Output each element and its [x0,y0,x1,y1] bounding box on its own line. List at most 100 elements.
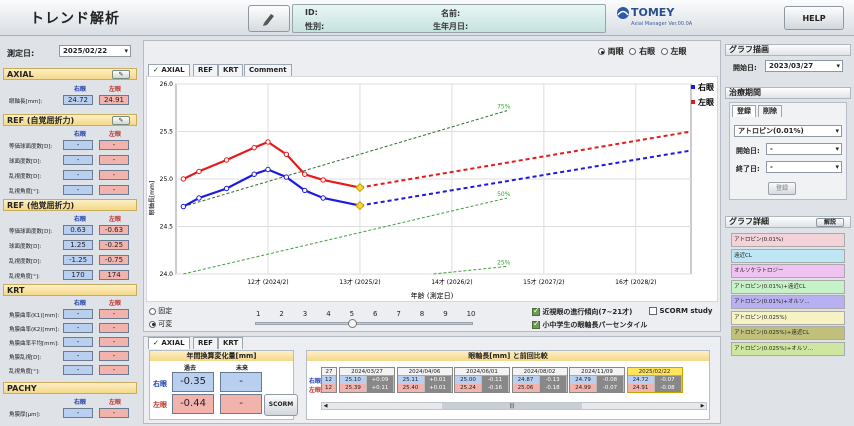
past-header: 過去 [184,365,197,372]
period-section-title: 治療期間 [725,87,851,99]
bottom-tab-ref[interactable]: REF [193,337,218,349]
ref_obj-left-value: -0.25 [99,240,129,250]
date-label: 測定日: [7,49,35,58]
tab-krt[interactable]: KRT [218,64,244,76]
krt-right-header: 右眼 [74,300,87,307]
data-point[interactable] [265,166,271,173]
register-button[interactable]: 登録 [768,182,796,195]
krt-right-value: - [63,323,93,333]
data-point[interactable] [302,187,308,194]
data-point[interactable] [180,176,187,182]
data-point[interactable] [196,168,202,175]
pachy-left-value: - [99,408,129,418]
prediction-slider[interactable]: 1 2 3 4 5 6 7 8 9 10 [252,310,478,330]
history-left-row: 25.39 +0.11 [340,384,394,392]
ref_obj-row-label: 球面度数[D]: [9,244,42,250]
radio-left-label: 左眼 [670,47,687,56]
bottom-tab-axial[interactable]: ✓ AXIAL [148,337,190,349]
scroll-thumb[interactable]: ||| [442,403,582,409]
krt-right-value: - [63,337,93,347]
radio-fixed[interactable] [149,307,156,315]
data-point[interactable] [320,195,326,201]
history-left-diff: -0.16 [482,384,509,392]
data-point[interactable] [251,171,257,177]
ref-obj-title: REF (他覚屈折力) [7,201,75,210]
axial-edit-button[interactable]: ✎ [112,70,130,79]
tab-register[interactable]: 登録 [732,105,756,117]
tab-delete[interactable]: 削除 [758,105,782,117]
history-left-row: 24.91 -0.08 [627,384,682,392]
pachy-title: PACHY [7,384,37,393]
radio-both[interactable] [598,48,605,55]
ref_obj-row-label: 乱視角度[°]: [9,274,40,280]
data-point[interactable] [283,151,290,158]
ref_self-right-value: - [63,170,93,180]
x-tick-label: 16才 (2028/2) [615,278,656,286]
data-point[interactable] [283,174,290,180]
chart-ylabel: 眼軸長[mm] [148,181,156,215]
history-left-value: 25.39 [340,384,367,392]
patient-info: ID: 性別: 名前: 生年月日: [292,4,606,33]
scroll-right-arrow-icon[interactable]: ▶ [700,403,705,409]
history-date: 2024/08/02 [512,368,567,376]
explain-button[interactable]: 解説 [816,218,844,227]
scroll-left-arrow-icon[interactable]: ◀ [323,403,328,409]
dob-label: 生年月日: [433,22,469,31]
history-scrollbar[interactable]: ◀ ||| ▶ [321,402,707,410]
date-select[interactable]: 2025/02/22 [59,45,131,57]
tab-comment[interactable]: Comment [244,64,292,76]
data-point[interactable] [223,185,230,192]
latest-point-marker[interactable] [355,182,365,193]
percentile-checkbox[interactable] [532,319,540,329]
history-right-value: 24.79 [570,376,597,384]
slider-tick-label: 6 [373,310,378,318]
help-button[interactable]: HELP [784,6,844,30]
begin-select[interactable]: - [766,143,842,155]
slider-thumb[interactable] [348,319,357,328]
x-tick-label: 14才 (2026/2) [431,278,472,286]
history-left-row: 25.24 -0.16 [455,384,509,392]
treatment-select[interactable]: アトロピン(0.01%) [734,125,842,137]
latest-point-marker[interactable] [355,200,365,211]
radio-left[interactable] [660,48,668,55]
radio-variable[interactable] [149,320,156,328]
data-point[interactable] [320,177,326,183]
percentile-label: 75% [497,104,511,111]
history-title: 眼軸長[mm] と前回比較 [307,351,709,361]
detail-section-title: グラフ詳細 解説 [725,216,851,228]
history-partial-left: 12 [322,384,336,392]
ref-obj-left-header: 左眼 [109,216,122,223]
scorm-button[interactable]: SCORM [264,394,298,416]
history-left-row: 25.40 +0.01 [397,384,452,392]
user-button[interactable] [248,5,290,32]
data-point[interactable] [196,195,202,201]
history-left-diff: +0.11 [367,384,394,392]
tab-axial[interactable]: ✓ AXIAL [148,64,190,76]
data-point[interactable] [302,171,308,177]
trend-checkbox[interactable] [532,306,540,316]
history-left-diff: +0.01 [424,384,452,392]
data-point[interactable] [265,139,271,145]
scorm-checkbox[interactable] [649,307,657,315]
data-point[interactable] [180,203,187,210]
tab-ref[interactable]: REF [193,64,218,76]
x-tick-label: 12才 (2024/2) [247,278,288,286]
data-point[interactable] [251,144,257,151]
history-left-row: 24.99 -0.07 [570,384,624,392]
future-header: 未来 [236,365,249,372]
history-date: 2025/02/22 [627,368,682,376]
bottom-tab-axial-label: AXIAL [161,339,185,347]
future-left-value: - [220,394,262,414]
ref_self-right-value: - [63,140,93,150]
pachy-header: PACHY [3,382,137,394]
slider-tick-label: 2 [279,310,284,318]
data-point[interactable] [223,157,230,163]
ref-self-edit-button[interactable]: ✎ [112,116,130,125]
axial-right-value: 24.72 [63,95,93,105]
bottom-tab-krt[interactable]: KRT [218,337,244,349]
end-select[interactable]: - [766,161,842,173]
radio-right[interactable] [629,48,637,55]
graph-start-select[interactable]: 2023/03/27 [765,60,843,72]
history-partial-right: 12 [322,376,336,384]
slider-track [255,322,473,325]
